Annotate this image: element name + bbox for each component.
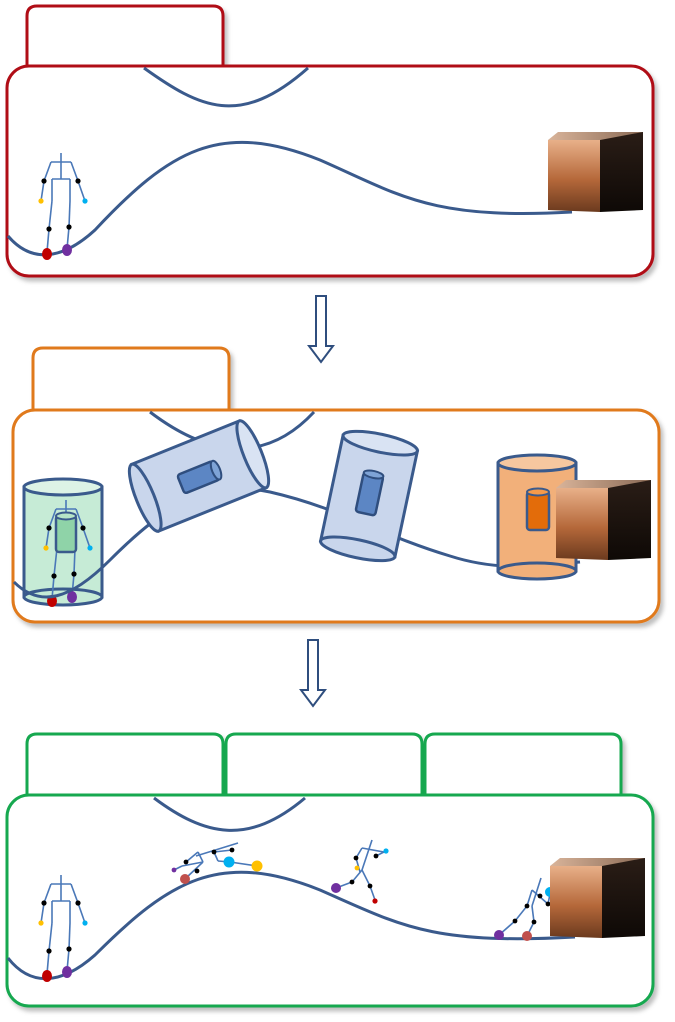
stage-3-tab-1: [25, 732, 225, 796]
down-arrow-icon: [300, 639, 326, 707]
stage-2: [11, 346, 661, 624]
cylinder-icon: [525, 487, 551, 532]
stage-1-panel: [5, 64, 655, 278]
cylinder-icon: [127, 418, 271, 534]
cylinder-icon: [54, 511, 78, 554]
stage-3-panel: [5, 793, 655, 1008]
down-arrow-icon: [308, 295, 334, 363]
stage-3-dip-curve: [153, 796, 306, 832]
stage-3-tab-2: [224, 732, 424, 796]
stage-1: [5, 4, 655, 278]
stage-3-tab-3: [423, 732, 623, 796]
object-cube-icon: [550, 858, 645, 938]
human-skeleton-icon: [331, 839, 389, 904]
stage-3: [5, 732, 655, 1008]
stage-1-dip-curve: [143, 66, 309, 108]
stage-1-tab: [25, 4, 225, 68]
stage-2-trajectory: [12, 487, 581, 599]
stage-2-tab: [31, 346, 231, 412]
object-cube-icon: [548, 132, 643, 212]
cylinder-icon: [318, 429, 420, 563]
object-cube-icon: [556, 480, 651, 560]
human-skeleton-icon: [171, 842, 263, 884]
